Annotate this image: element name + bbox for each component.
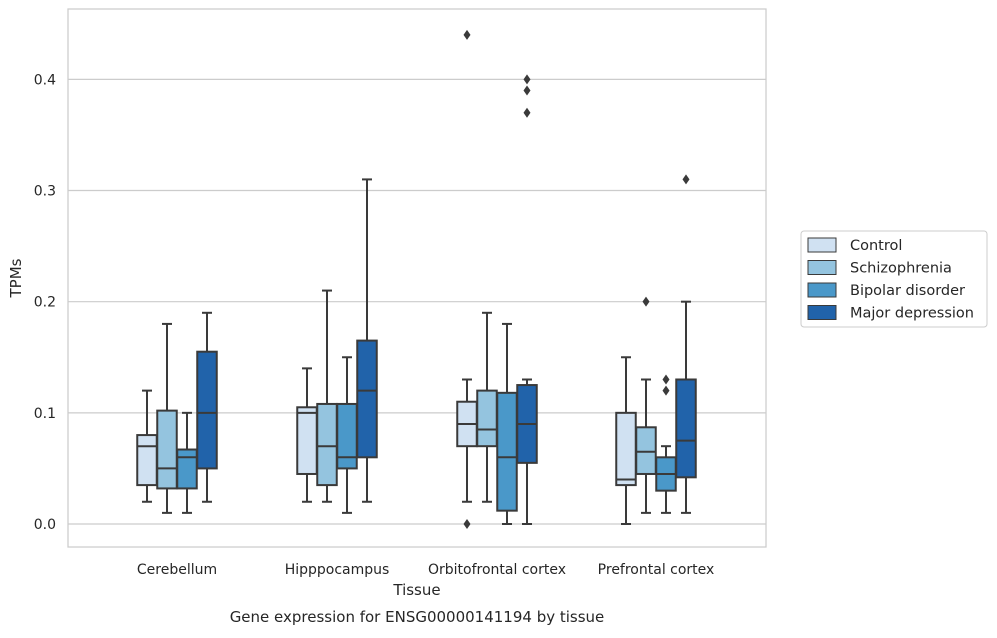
legend-label: Major depression <box>850 306 974 322</box>
box-group <box>136 389 158 503</box>
box-body <box>316 402 338 487</box>
box-group <box>635 296 657 514</box>
y-tick-labels: 0.0 0.1 0.2 0.3 0.4 <box>34 72 56 533</box>
box-body <box>496 391 518 512</box>
y-tick-label: 0.2 <box>34 295 56 311</box>
y-tick-label: 0.4 <box>34 72 56 88</box>
outlier-point <box>463 519 471 529</box>
outlier-point <box>463 29 471 40</box>
box-group <box>176 411 198 514</box>
legend-label: Control <box>850 238 902 254</box>
outlier-point <box>682 174 690 185</box>
box-group <box>316 289 338 503</box>
legend-label: Schizophrenia <box>850 261 952 277</box>
box-group <box>356 178 378 503</box>
box-group <box>196 311 218 503</box>
legend: Control Schizophrenia Bipolar disorder Majo… <box>800 230 988 328</box>
legend-swatch <box>807 282 837 298</box>
box-group <box>296 367 318 503</box>
box-body <box>635 426 657 475</box>
legend-swatch <box>807 305 837 320</box>
outlier-point <box>662 374 670 385</box>
box-group <box>156 322 178 514</box>
outlier-point <box>523 85 531 96</box>
box-body <box>136 434 158 487</box>
figure-caption: Gene expression for ENSG00000141194 by t… <box>230 608 605 626</box>
plot-frame <box>67 8 767 548</box>
box-body <box>176 448 198 490</box>
box-group <box>336 356 358 514</box>
y-tick-label: 0.1 <box>34 406 56 422</box>
x-tick-label: Orbitofrontal cortex <box>428 562 566 578</box>
boxes <box>136 29 697 529</box>
outlier-point <box>523 74 531 85</box>
x-tick-label: Prefrontal cortex <box>598 562 715 578</box>
box-body <box>196 350 218 470</box>
box-group <box>456 29 478 529</box>
box-body <box>356 339 378 459</box>
x-axis-label: Tissue <box>392 581 440 599</box>
box-body <box>336 402 358 470</box>
box-body <box>615 411 637 487</box>
box-body <box>476 389 498 448</box>
legend-swatch <box>807 237 837 253</box>
outlier-point <box>642 296 650 307</box>
y-tick-label: 0.0 <box>34 517 56 533</box>
legend-swatch <box>807 260 837 275</box>
y-axis-label: TPMs <box>7 258 25 298</box>
y-tick-label: 0.3 <box>34 184 56 200</box>
box-body <box>156 409 178 490</box>
box-body <box>296 406 318 475</box>
legend-label: Bipolar disorder <box>850 283 965 299</box>
x-tick-label: Cerebellum <box>137 562 217 578</box>
x-tick-labels: Cerebellum Hipppocampus Orbitofrontal cort… <box>137 562 714 578</box>
box-group <box>516 74 538 525</box>
outlier-point <box>662 385 670 396</box>
box-body <box>675 378 697 479</box>
box-group <box>675 174 697 514</box>
outlier-point <box>523 107 531 118</box>
legend-frame <box>800 230 988 328</box>
x-tick-label: Hipppocampus <box>285 562 390 578</box>
